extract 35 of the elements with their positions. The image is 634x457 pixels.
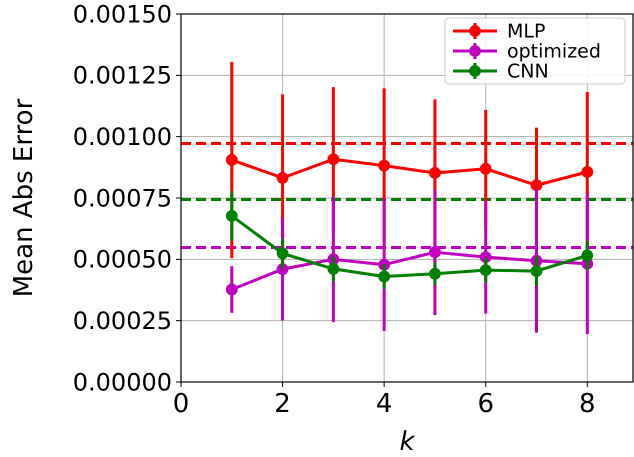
legend-label: MLP	[507, 20, 546, 43]
point	[530, 265, 542, 278]
point	[378, 160, 390, 172]
x-tick-label: 2	[274, 389, 291, 419]
point	[226, 154, 238, 166]
y-tick-label: 0.00050	[72, 246, 172, 274]
y-tick-label: 0.00125	[72, 62, 172, 90]
point	[226, 210, 238, 222]
y-tick-label: 0.00150	[72, 0, 172, 28]
x-tick-label: 0	[172, 389, 190, 419]
legend-label: optimized	[507, 40, 601, 63]
x-tick-label: 4	[376, 389, 392, 419]
point	[429, 246, 441, 258]
x-axis-title: k	[399, 427, 416, 457]
point	[327, 153, 340, 166]
y-tick-label: 0.00100	[72, 123, 172, 152]
y-tick-label: 0.00075	[72, 184, 172, 212]
point	[226, 284, 238, 296]
point	[530, 179, 542, 192]
point	[429, 167, 441, 179]
point	[378, 270, 390, 282]
point	[581, 250, 594, 262]
x-tick-label: 6	[477, 389, 494, 419]
point	[276, 248, 288, 260]
y-tick-label: 0.00000	[72, 368, 172, 396]
point	[276, 172, 288, 184]
y-tick-label: 0.00025	[72, 307, 172, 336]
point	[327, 262, 340, 275]
point	[581, 166, 594, 178]
point	[480, 264, 492, 276]
point	[480, 162, 492, 175]
x-tick-label: 8	[579, 389, 596, 419]
point	[429, 268, 441, 280]
legend-label: CNN	[507, 60, 549, 83]
y-axis-title: Mean Abs Error	[9, 98, 39, 298]
